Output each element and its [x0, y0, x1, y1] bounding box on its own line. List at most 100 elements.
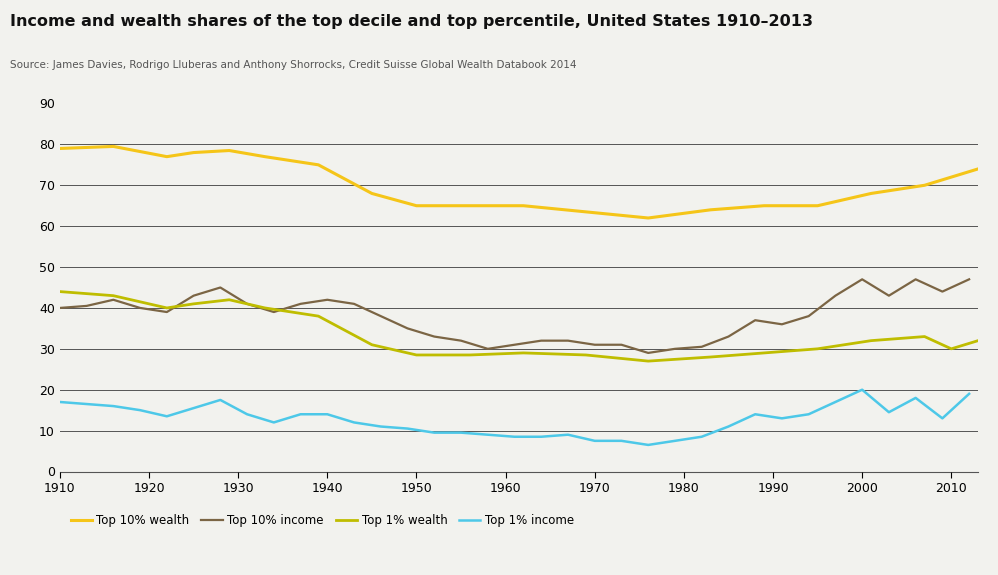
Top 10% income [455, 337, 467, 344]
Top 1% wealth [258, 305, 270, 312]
Top 1% income [909, 394, 921, 401]
Top 10% wealth [188, 149, 200, 156]
Top 1% income [643, 442, 655, 448]
Top 10% wealth [464, 202, 476, 209]
Top 1% income [401, 425, 413, 432]
Top 10% income [562, 337, 574, 344]
Top 10% income [749, 317, 761, 324]
Top 10% income [215, 284, 227, 291]
Text: Source: James Davies, Rodrigo Lluberas and Anthony Shorrocks, Credit Suisse Glob: Source: James Davies, Rodrigo Lluberas a… [10, 60, 577, 70]
Top 10% income [535, 337, 547, 344]
Top 10% wealth [865, 190, 877, 197]
Top 1% income [455, 429, 467, 436]
Top 10% income [81, 302, 93, 309]
Top 10% wealth [705, 206, 717, 213]
Top 1% wealth [865, 337, 877, 344]
Top 10% income [802, 313, 814, 320]
Top 10% income [909, 276, 921, 283]
Top 10% income [108, 296, 120, 303]
Top 1% wealth [758, 350, 770, 356]
Top 1% wealth [517, 350, 529, 356]
Top 10% income [669, 346, 681, 352]
Top 1% wealth [312, 313, 324, 320]
Top 1% income [829, 398, 841, 405]
Top 10% wealth [224, 147, 236, 154]
Top 10% income [856, 276, 868, 283]
Top 10% income [829, 292, 841, 299]
Top 10% income [242, 300, 253, 307]
Top 10% income [616, 342, 628, 348]
Top 10% income [589, 342, 601, 348]
Top 1% wealth [464, 351, 476, 358]
Top 1% wealth [161, 305, 173, 312]
Top 10% income [482, 346, 494, 352]
Top 1% income [723, 423, 735, 430]
Top 1% wealth [705, 354, 717, 361]
Top 1% income [616, 438, 628, 444]
Top 1% income [802, 411, 814, 417]
Top 1% income [509, 434, 521, 440]
Top 1% income [321, 411, 333, 417]
Top 1% wealth [188, 300, 200, 307]
Top 1% income [749, 411, 761, 417]
Top 10% income [348, 300, 360, 307]
Top 10% wealth [972, 166, 984, 172]
Top 10% wealth [108, 143, 120, 150]
Top 1% wealth [224, 296, 236, 303]
Top 1% income [81, 401, 93, 408]
Top 10% income [161, 309, 173, 316]
Top 1% wealth [410, 351, 422, 358]
Top 10% wealth [918, 182, 930, 189]
Top 1% income [589, 438, 601, 444]
Top 10% income [54, 305, 66, 312]
Top 1% income [242, 411, 253, 417]
Top 1% income [108, 402, 120, 409]
Top 10% income [509, 342, 521, 348]
Top 1% income [428, 429, 440, 436]
Top 1% wealth [945, 346, 957, 352]
Top 1% income [696, 434, 708, 440]
Line: Top 10% income: Top 10% income [60, 279, 969, 353]
Line: Top 1% wealth: Top 1% wealth [60, 292, 978, 361]
Top 1% income [936, 415, 948, 422]
Top 10% income [936, 288, 948, 295]
Top 1% income [54, 398, 66, 405]
Top 10% wealth [410, 202, 422, 209]
Top 10% income [696, 343, 708, 350]
Top 10% wealth [758, 202, 770, 209]
Top 10% income [401, 325, 413, 332]
Top 1% income [294, 411, 306, 417]
Top 10% income [321, 296, 333, 303]
Top 1% wealth [366, 342, 378, 348]
Top 1% income [215, 397, 227, 404]
Text: Income and wealth shares of the top decile and top percentile, United States 191: Income and wealth shares of the top deci… [10, 14, 813, 29]
Top 10% income [134, 305, 146, 312]
Top 10% income [294, 300, 306, 307]
Top 10% wealth [643, 214, 655, 221]
Top 1% income [482, 431, 494, 438]
Top 10% wealth [312, 162, 324, 168]
Top 10% wealth [54, 145, 66, 152]
Top 1% income [375, 423, 387, 430]
Top 1% income [161, 413, 173, 420]
Top 1% income [883, 409, 895, 416]
Top 10% wealth [580, 208, 592, 215]
Top 10% income [883, 292, 895, 299]
Top 1% income [963, 390, 975, 397]
Top 10% income [963, 276, 975, 283]
Legend: Top 10% wealth, Top 10% income, Top 1% wealth, Top 1% income: Top 10% wealth, Top 10% income, Top 1% w… [66, 509, 579, 532]
Top 1% wealth [54, 288, 66, 295]
Top 1% wealth [643, 358, 655, 365]
Top 1% income [188, 405, 200, 412]
Top 10% wealth [366, 190, 378, 197]
Top 1% wealth [918, 333, 930, 340]
Top 10% wealth [258, 153, 270, 160]
Top 1% wealth [580, 351, 592, 358]
Top 10% income [723, 333, 735, 340]
Top 1% income [562, 431, 574, 438]
Line: Top 10% wealth: Top 10% wealth [60, 147, 978, 218]
Top 10% income [267, 309, 279, 316]
Top 10% wealth [945, 174, 957, 181]
Top 10% wealth [161, 153, 173, 160]
Top 1% income [856, 386, 868, 393]
